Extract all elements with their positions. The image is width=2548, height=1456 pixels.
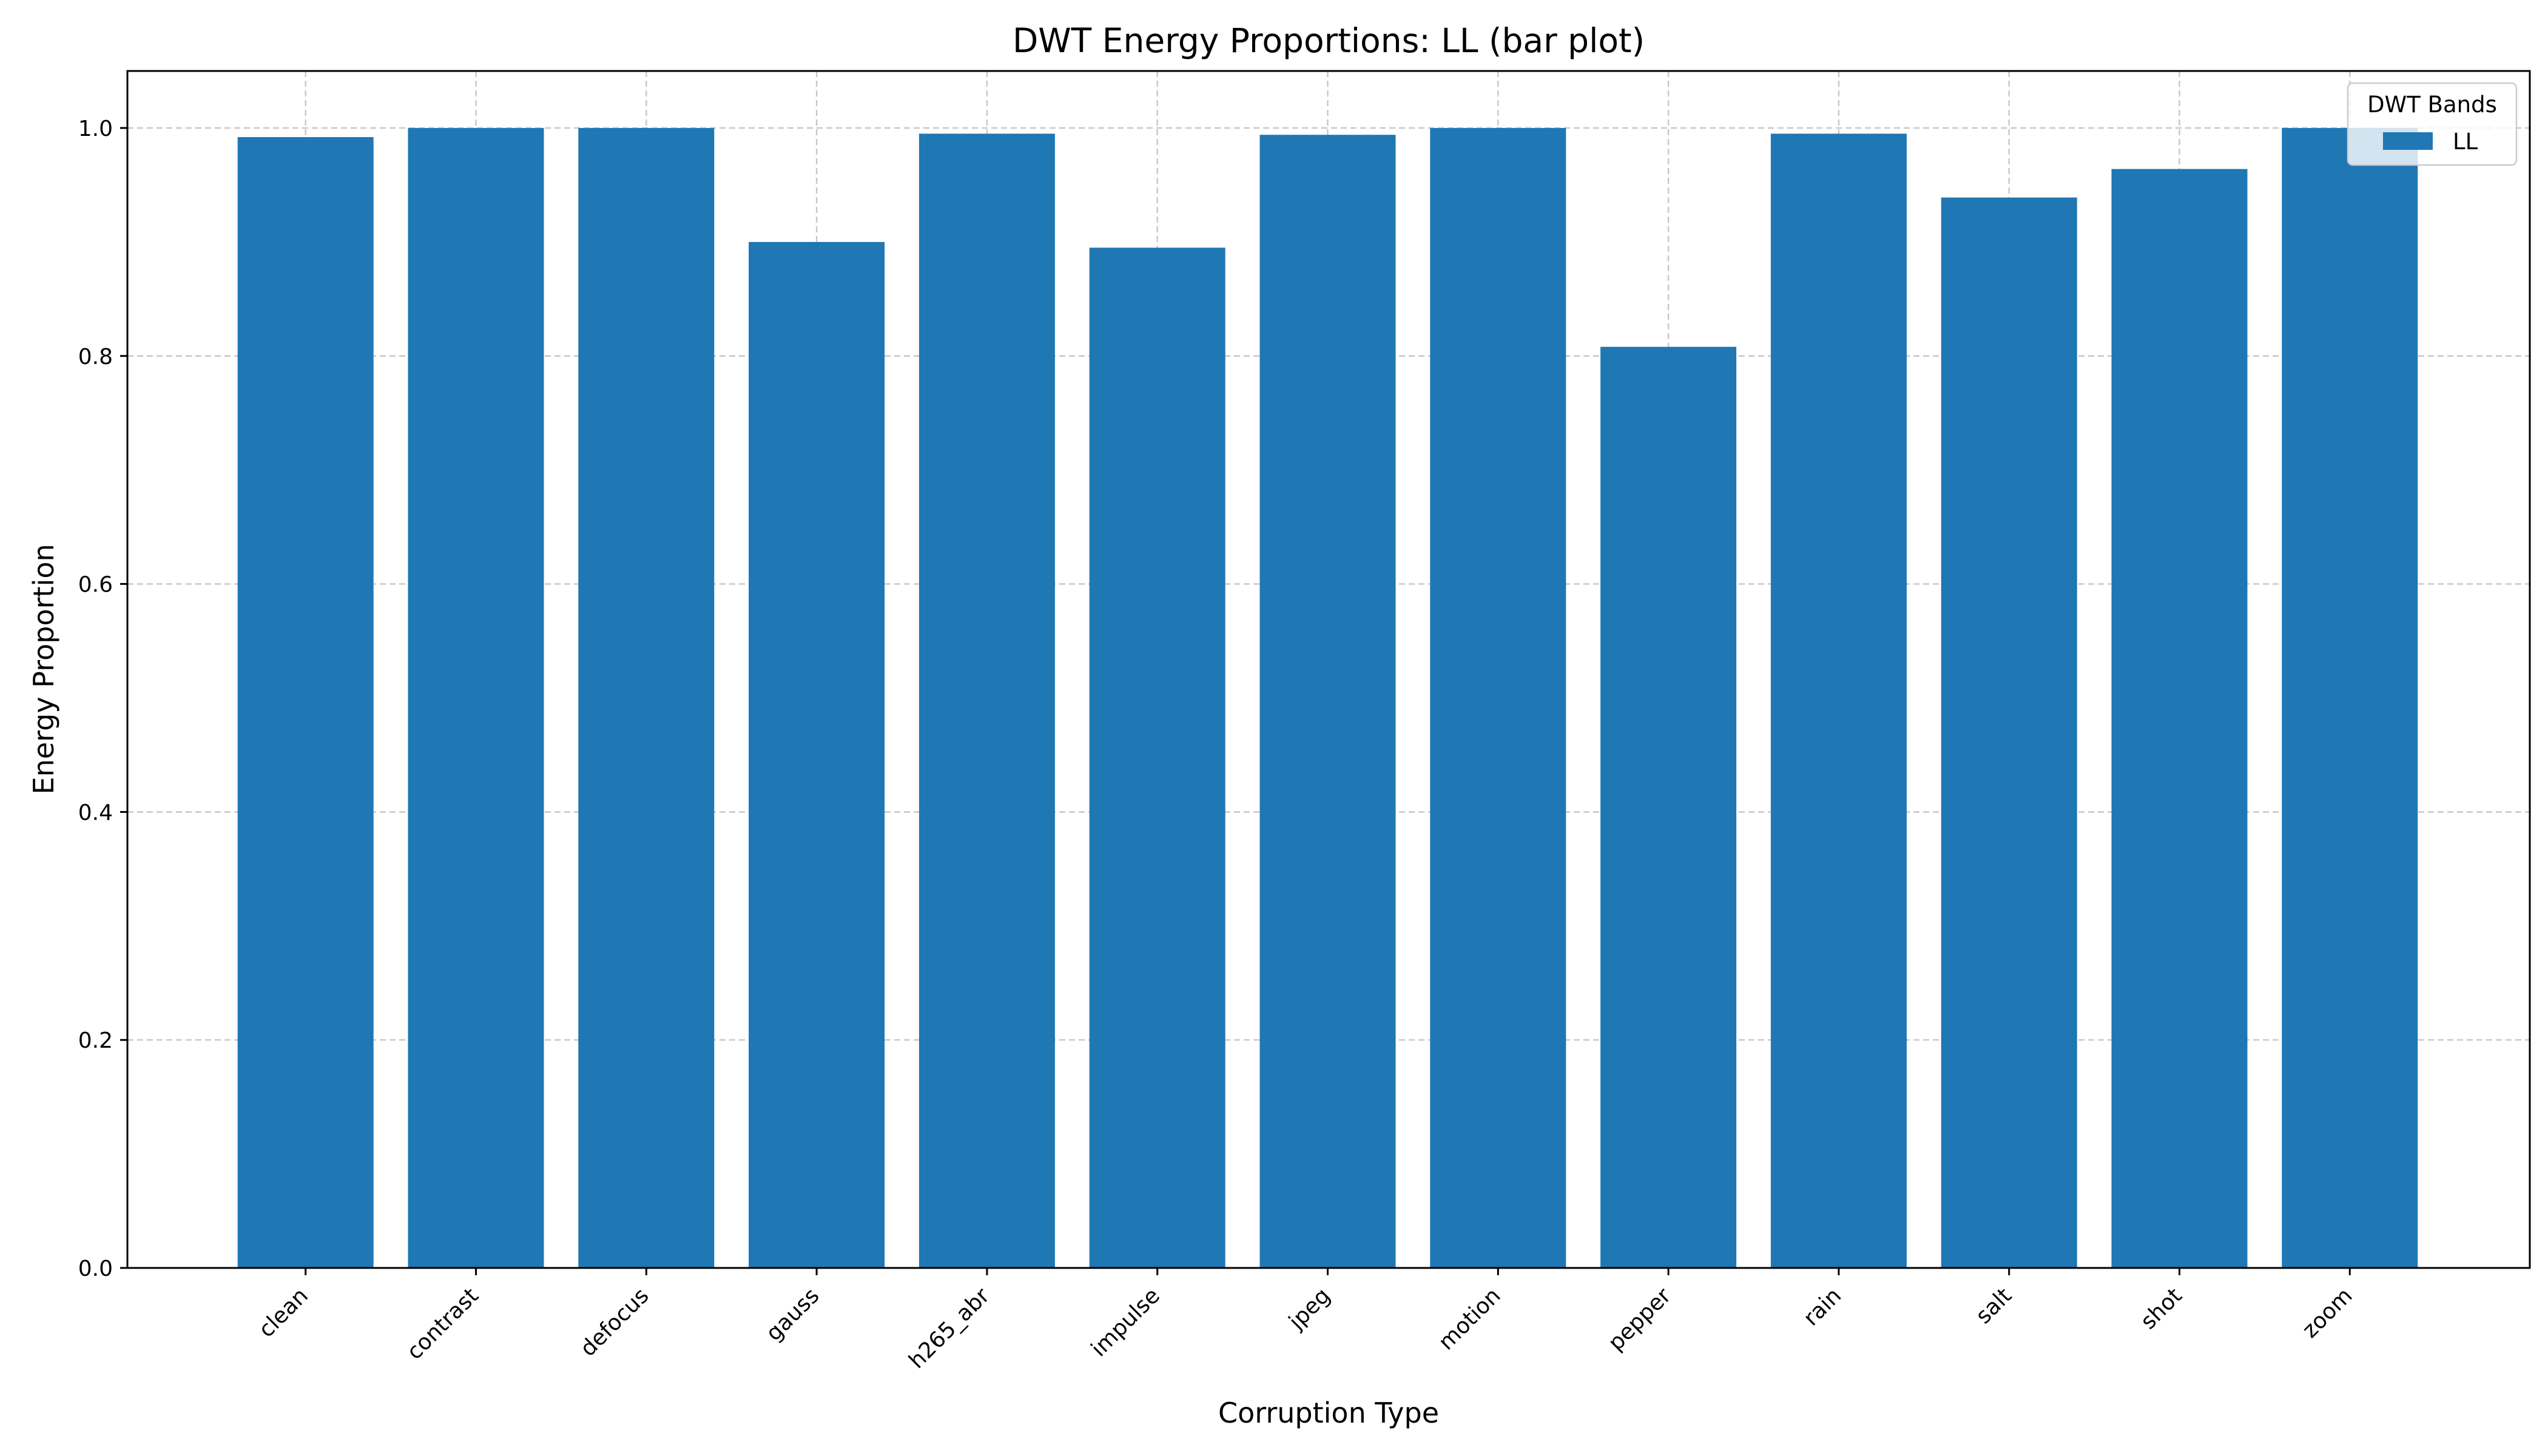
y-axis-ticks: 0.0 0.2 0.4 0.6 0.8 1.0 [78,116,127,1281]
y-axis-label: Energy Proportion [27,544,60,794]
legend-swatch-ll [2383,132,2433,150]
legend-label-ll: LL [2453,129,2478,155]
bar-gauss [749,241,885,1268]
bar-h265-abr [918,133,1055,1268]
bar-jpeg [1259,135,1396,1268]
bar-shot [2111,169,2248,1268]
y-tick-label: 1.0 [78,116,113,141]
bar-rain [1770,133,1907,1268]
y-tick-label: 0.2 [78,1028,113,1053]
bar-pepper [1600,346,1737,1269]
chart-title: DWT Energy Proportions: LL (bar plot) [1013,21,1645,60]
bar-defocus [578,127,715,1268]
y-tick-label: 0.0 [78,1256,113,1281]
legend: DWT Bands LL [2347,82,2518,166]
y-tick-label: 0.8 [78,345,113,369]
bar-zoom [2282,127,2418,1268]
bars [237,127,2418,1269]
y-tick-label: 0.6 [78,573,113,598]
bar-salt [1941,197,2077,1269]
bar-impulse [1089,248,1225,1268]
bar-contrast [408,127,544,1268]
bar-motion [1430,127,1566,1268]
x-axis-label: Corruption Type [1218,1397,1439,1429]
y-tick-label: 0.4 [78,800,113,825]
legend-title: DWT Bands [2367,92,2497,118]
bar-clean [237,136,374,1269]
